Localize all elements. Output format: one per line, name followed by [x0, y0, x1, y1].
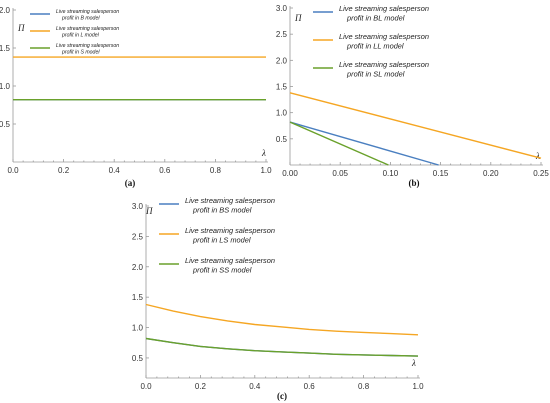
x-tick-label: 0.2	[195, 382, 207, 391]
x-tick-label: 0.6	[304, 382, 316, 391]
legend: Live streaming salesperson profit in BL m…	[313, 4, 429, 78]
series-line-blue	[289, 121, 439, 166]
y-tick-label: 2.5	[132, 232, 144, 241]
y-tick-label: 1.5	[132, 293, 144, 302]
series-line-orange	[145, 303, 419, 336]
y-axis-label: Π	[145, 206, 153, 216]
legend-entry: Live streaming salesperson profit in SL m…	[339, 60, 429, 78]
x-tick-label: 0.10	[383, 169, 399, 178]
series-line-green	[145, 337, 419, 357]
chart-panel: 0.0 0.2 0.4 0.6 0.8 1.0 0.5 1.0 1.5 2.0 2.5 3.0 λ Π Li…	[132, 196, 424, 401]
y-tick-label: 3.0	[276, 4, 288, 13]
x-tick-label: 0.8	[358, 382, 370, 391]
legend: Live streaming salesperson profit in B mo…	[30, 9, 119, 56]
chart-panel: 0.0 0.2 0.4 0.6 0.8 1.0 0.5 1.0 1.5 2.0 λ Π Live str…	[0, 6, 272, 188]
subfigure-label: (a)	[125, 178, 136, 188]
y-tick-label: 0.5	[276, 135, 288, 144]
legend-entry: Live streaming salesperson profit in BL m…	[339, 4, 429, 22]
x-tick-label: 0.6	[159, 166, 171, 175]
subfigure-label: (b)	[409, 178, 420, 188]
x-tick-label: 1.0	[412, 382, 424, 391]
legend-entry: Live streaming salesperson profit in SS m…	[185, 256, 275, 274]
series-line-blue	[145, 337, 419, 357]
y-tick-label: 2.5	[276, 30, 288, 39]
y-tick-label: 2.0	[0, 6, 11, 15]
y-tick-label: 3.0	[132, 202, 144, 211]
x-tick-label: 1.0	[260, 166, 272, 175]
legend: Live streaming salesperson profit in BS m…	[159, 196, 275, 274]
legend-entry: Live streaming salesperson profit in LL m…	[339, 32, 429, 50]
legend-entry: Live streaming salesperson profit in LS m…	[185, 226, 275, 244]
y-tick-label: 1.0	[0, 82, 11, 91]
series-line-orange	[289, 92, 542, 159]
x-tick-label: 0.25	[533, 169, 549, 178]
legend-entry: Live streaming salesperson profit in BS m…	[185, 196, 275, 214]
legend-entry: Live streaming salesperson profit in S mo…	[56, 43, 119, 56]
x-axis-label: λ	[535, 151, 540, 161]
legend-entry: Live streaming salesperson profit in B mo…	[56, 9, 119, 22]
x-tick-label: 0.05	[332, 169, 348, 178]
x-tick-label: 0.15	[433, 169, 449, 178]
x-tick-label: 0.0	[7, 166, 19, 175]
y-axis-label: Π	[294, 13, 302, 23]
x-tick-label: 0.8	[210, 166, 222, 175]
y-axis-label: Π	[17, 23, 25, 33]
x-tick-label: 0.2	[58, 166, 70, 175]
y-tick-label: 1.5	[0, 44, 11, 53]
y-tick-label: 1.0	[276, 109, 288, 118]
x-tick-label: 0.4	[249, 382, 261, 391]
x-tick-label: 0.4	[109, 166, 121, 175]
x-axis-label: λ	[261, 148, 266, 158]
chart-panel: 0.00 0.05 0.10 0.15 0.20 0.25 0.5 1.0 1.5 2.0 2.5 3…	[276, 4, 549, 188]
y-tick-label: 1.5	[276, 83, 288, 92]
y-tick-label: 0.5	[0, 120, 11, 129]
y-tick-label: 1.0	[132, 324, 144, 333]
x-tick-label: 0.00	[282, 169, 298, 178]
subfigure-label: (c)	[277, 391, 287, 401]
x-axis-label: λ	[411, 358, 416, 368]
series-line-green	[289, 121, 389, 166]
y-tick-label: 2.0	[276, 56, 288, 65]
x-tick-label: 0.0	[140, 382, 152, 391]
y-tick-label: 2.0	[132, 263, 144, 272]
legend-entry: Live streaming salesperson profit in L mo…	[56, 26, 119, 39]
y-tick-label: 0.5	[132, 354, 144, 363]
x-tick-label: 0.20	[483, 169, 499, 178]
